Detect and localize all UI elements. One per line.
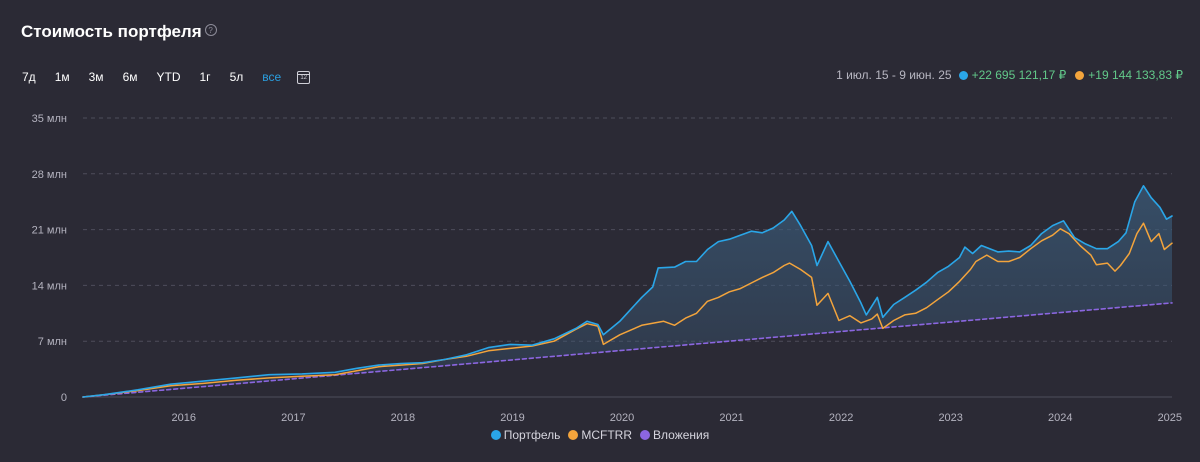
help-icon[interactable]: ?: [204, 24, 217, 36]
investments-legend-dot-icon: [640, 430, 651, 440]
range-3m-button[interactable]: 3м: [88, 70, 104, 84]
chart-legend: Портфель MCFTRR Вложения: [0, 428, 1200, 442]
x-tick-label: 2022: [829, 412, 853, 424]
legend-label-investments: Вложения: [653, 428, 710, 442]
range-6m-button[interactable]: 6м: [122, 70, 138, 84]
page-title: Стоимость портфеля ?: [21, 22, 217, 42]
legend-item-investments[interactable]: Вложения: [640, 428, 709, 442]
legend-item-portfolio[interactable]: Портфель: [490, 428, 561, 442]
range-1m-button[interactable]: 1м: [54, 70, 70, 84]
range-7d-button[interactable]: 7д: [22, 70, 36, 84]
index-gain: +19 144 133,83 ₽: [1088, 68, 1183, 82]
range-all-button[interactable]: все: [262, 70, 282, 84]
calendar-icon-day: 12: [300, 74, 308, 81]
y-tick-label: 28 млн: [32, 169, 67, 181]
range-1y-button[interactable]: 1г: [199, 70, 211, 84]
investments-series-line: [82, 302, 1173, 398]
x-tick-label: 2024: [1048, 412, 1072, 424]
x-tick-label: 2021: [719, 412, 743, 424]
range-ytd-button[interactable]: YTD: [156, 70, 181, 84]
range-selector: 7д 1м 3м 6м YTD 1г 5л все 12: [22, 68, 311, 86]
portfolio-gain: +22 695 121,17 ₽: [971, 68, 1067, 82]
y-tick-label: 0: [61, 392, 67, 404]
period-range: 1 июл. 15 - 9 июн. 25: [836, 68, 952, 82]
period-summary: 1 июл. 15 - 9 июн. 25 +22 695 121,17 ₽ +…: [836, 68, 1183, 82]
legend-item-index[interactable]: MCFTRR: [568, 428, 632, 442]
x-tick-label: 2023: [938, 412, 962, 424]
title-text: Стоимость портфеля: [21, 22, 202, 41]
portfolio-legend-dot-icon: [490, 430, 501, 440]
y-tick-label: 14 млн: [32, 280, 67, 292]
portfolio-dot-icon: [958, 70, 968, 80]
y-tick-label: 21 млн: [32, 225, 67, 237]
index-dot-icon: [1075, 70, 1085, 80]
calendar-icon[interactable]: 12: [297, 70, 311, 84]
x-tick-label: 2016: [172, 412, 196, 424]
portfolio-area-fill: [83, 185, 1172, 397]
y-tick-label: 7 млн: [38, 336, 67, 348]
legend-label-portfolio: Портфель: [503, 428, 561, 442]
x-tick-label: 2019: [500, 412, 524, 424]
legend-label-index: MCFTRR: [581, 428, 633, 442]
x-tick-label: 2025: [1158, 412, 1182, 424]
portfolio-series-line: [82, 185, 1173, 398]
x-tick-label: 2017: [281, 412, 305, 424]
range-5y-button[interactable]: 5л: [229, 70, 244, 84]
x-tick-label: 2020: [610, 412, 634, 424]
index-legend-dot-icon: [568, 430, 579, 440]
y-tick-label: 35 млн: [32, 113, 67, 125]
x-tick-label: 2018: [391, 412, 415, 424]
